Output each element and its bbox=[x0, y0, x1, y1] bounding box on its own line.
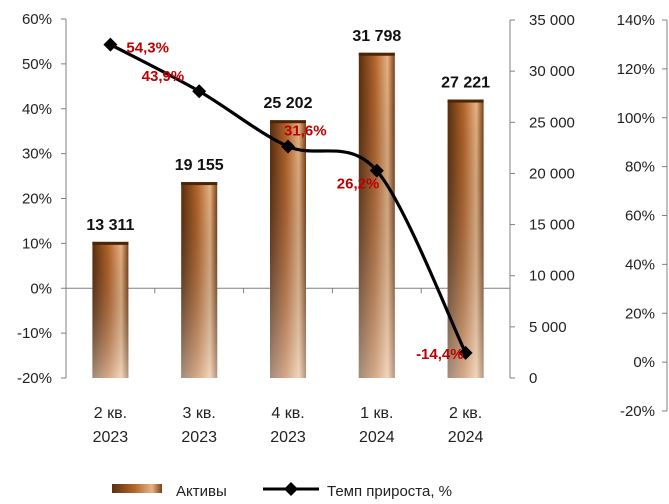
category-label-line: 2023 bbox=[270, 429, 306, 446]
right-axis-tick-label: 0 bbox=[529, 370, 537, 387]
left-axis-tick-label: 50% bbox=[22, 56, 52, 73]
bar-shade bbox=[181, 182, 218, 378]
category-label-line: 3 кв. bbox=[183, 405, 216, 422]
right-axis-tick-label: 10 000 bbox=[529, 268, 575, 285]
bar-shade bbox=[92, 241, 129, 378]
category-label: 2 кв. 2024 bbox=[448, 405, 484, 446]
bar-top-edge bbox=[447, 99, 484, 103]
rate-point-marker bbox=[281, 139, 295, 154]
rate-value-label: -14,4% bbox=[416, 346, 464, 363]
category-label-line: 2024 bbox=[448, 429, 484, 446]
rate-point-marker bbox=[103, 37, 118, 52]
far-right-axis-tick-label: 100% bbox=[617, 110, 655, 127]
category-label: 1 кв. 2024 bbox=[359, 405, 395, 446]
category-label-line: 2024 bbox=[359, 429, 395, 446]
bar-shade bbox=[447, 99, 484, 378]
rate-line bbox=[103, 37, 473, 360]
right-axis-tick-label: 25 000 bbox=[529, 114, 575, 131]
category-label-line: 4 кв. bbox=[271, 405, 304, 422]
left-axis-tick-label: -20% bbox=[17, 370, 52, 387]
rate-point-marker bbox=[192, 84, 207, 99]
far-right-axis-tick-label: 0% bbox=[633, 354, 655, 371]
legend-label-bars: Активы bbox=[176, 483, 227, 500]
category-label: 2 кв. 2023 bbox=[93, 405, 129, 446]
left-axis-tick-label: 30% bbox=[22, 146, 52, 163]
far-right-axis-tick-label: 140% bbox=[617, 12, 655, 29]
left-axis-tick-label: 40% bbox=[22, 101, 52, 118]
rate-value-label: 43,9% bbox=[142, 68, 185, 85]
bar-top-edge bbox=[270, 120, 306, 124]
rate-value-label: 31,6% bbox=[284, 122, 327, 139]
category-label: 4 кв. 2023 bbox=[270, 405, 306, 446]
legend-bar-swatch bbox=[112, 484, 162, 493]
rate-point-marker bbox=[458, 345, 473, 360]
bar-value-label: 27 221 bbox=[441, 75, 490, 92]
rate-value-label: 54,3% bbox=[126, 40, 169, 57]
category-label-line: 1 кв. bbox=[360, 405, 393, 422]
right-axis-tick-label: 20 000 bbox=[529, 165, 575, 182]
right-axis-tick-label: 5 000 bbox=[529, 319, 567, 336]
left-axis-tick-label: 0% bbox=[30, 280, 52, 297]
far-right-axis-tick-label: -20% bbox=[620, 403, 655, 420]
bar-shade bbox=[270, 120, 306, 378]
far-right-axis-tick-label: 40% bbox=[625, 256, 655, 273]
legend: Активы Темп прироста, % bbox=[112, 482, 452, 500]
right-axis-tick-label: 30 000 bbox=[529, 63, 575, 80]
far-right-axis-tick-label: 60% bbox=[625, 208, 655, 225]
category-label-line: 2 кв. bbox=[94, 405, 127, 422]
bar-top-edge bbox=[92, 241, 129, 245]
axes: -20% -10% 0% 10% 20% 30% 40% 50% 60% 0 5 000 10 000… bbox=[17, 11, 668, 446]
category-label-line: 2023 bbox=[93, 429, 129, 446]
category-label-line: 2023 bbox=[181, 429, 217, 446]
rate-point-marker bbox=[369, 163, 384, 178]
bar-value-label: 31 798 bbox=[352, 28, 401, 45]
bar-top-edge bbox=[358, 52, 395, 56]
category-label: 3 кв. 2023 bbox=[181, 405, 217, 446]
left-axis-tick-label: -10% bbox=[17, 325, 52, 342]
legend-label-line: Темп прироста, % bbox=[327, 483, 452, 500]
bar-value-label: 19 155 bbox=[175, 157, 224, 174]
bars bbox=[92, 52, 484, 378]
left-axis-tick-label: 60% bbox=[22, 11, 52, 28]
left-axis-tick-label: 20% bbox=[22, 191, 52, 208]
bar-shade bbox=[358, 52, 395, 378]
far-right-axis-tick-label: 120% bbox=[617, 61, 655, 78]
far-right-axis-tick-label: 20% bbox=[625, 305, 655, 322]
labels: 13 311 19 155 25 202 31 798 27 221 54,3% 43,9%… bbox=[86, 28, 490, 363]
right-axis-tick-label: 35 000 bbox=[529, 12, 575, 29]
right-axis-tick-label: 15 000 bbox=[529, 217, 575, 234]
bar-value-label: 25 202 bbox=[264, 95, 313, 112]
legend-line-marker bbox=[284, 482, 298, 496]
rate-line-path bbox=[109, 43, 468, 354]
bar-top-edge bbox=[181, 182, 218, 186]
left-axis-tick-label: 10% bbox=[22, 235, 52, 252]
far-right-axis-tick-label: 80% bbox=[625, 159, 655, 176]
category-label-line: 2 кв. bbox=[449, 405, 482, 422]
rate-value-label: 26,2% bbox=[337, 176, 380, 193]
bar-value-label: 13 311 bbox=[86, 217, 134, 234]
